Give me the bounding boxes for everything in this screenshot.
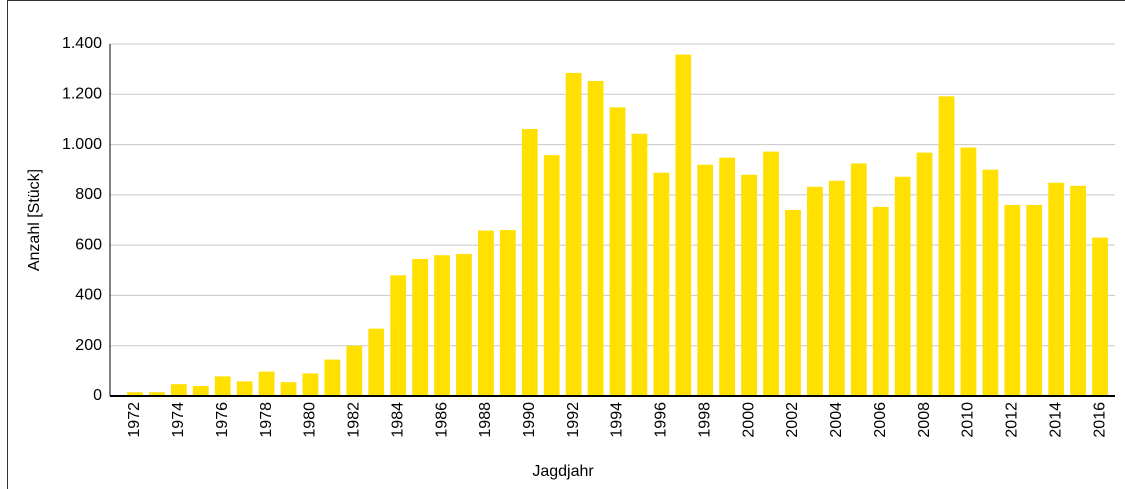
bar (214, 376, 231, 396)
x-tick-label: 1976 (214, 402, 231, 438)
bar (850, 163, 867, 396)
chart-frame (7, 0, 1125, 489)
bar (807, 186, 823, 396)
bar (785, 209, 801, 396)
bar (390, 275, 407, 396)
bar (302, 373, 319, 396)
bar (412, 258, 428, 396)
x-tick-label: 2016 (1091, 402, 1108, 438)
bar (368, 328, 385, 396)
bar (280, 382, 297, 396)
x-tick-label: 2008 (916, 402, 933, 438)
x-tick-label: 2002 (784, 402, 801, 438)
bar (499, 230, 516, 396)
bar (741, 174, 757, 396)
bar (170, 384, 187, 396)
y-tick-label: 800 (75, 186, 102, 203)
bar (192, 385, 209, 396)
bar (1048, 182, 1065, 396)
x-tick-label: 2006 (872, 402, 889, 438)
bar (719, 157, 736, 396)
bar (587, 80, 604, 397)
bar (1092, 237, 1108, 396)
bar (258, 371, 275, 396)
bar (872, 206, 889, 396)
bar (149, 392, 165, 396)
bar (478, 230, 494, 396)
y-tick-label: 1.400 (62, 35, 102, 52)
y-tick-label: 600 (75, 236, 102, 253)
x-axis-title: Jagdjahr (532, 463, 594, 480)
y-tick-label: 200 (75, 337, 102, 354)
bar (675, 54, 692, 397)
bar (609, 107, 626, 397)
x-tick-label: 1988 (477, 402, 494, 438)
x-tick-label: 1992 (565, 402, 582, 438)
x-tick-label: 1998 (696, 402, 713, 438)
bar (894, 176, 911, 396)
bar (982, 169, 999, 396)
bar (697, 164, 714, 396)
y-tick-label: 1.000 (62, 136, 102, 153)
x-tick-label: 1974 (170, 402, 187, 438)
bar (1026, 204, 1043, 396)
x-tick-label: 1978 (258, 402, 275, 438)
x-tick-label: 2012 (1004, 402, 1021, 438)
bar (763, 151, 779, 396)
x-tick-label: 2014 (1047, 402, 1064, 438)
x-tick-label: 1982 (346, 402, 363, 438)
x-tick-label: 2000 (740, 402, 757, 438)
x-tick-label: 1994 (609, 402, 626, 438)
x-tick-label: 2004 (828, 402, 845, 438)
x-tick-label: 1984 (389, 402, 406, 438)
y-tick-label: 0 (93, 387, 102, 404)
x-tick-label: 1996 (653, 402, 670, 438)
bar (916, 152, 933, 396)
x-tick-label: 1986 (433, 402, 450, 438)
y-tick-label: 400 (75, 287, 102, 304)
bar (324, 359, 341, 396)
bar (1070, 185, 1086, 396)
y-tick-label: 1.200 (62, 86, 102, 103)
bar (960, 147, 977, 396)
bar (631, 133, 648, 396)
bar (543, 155, 560, 396)
bar (1004, 204, 1021, 396)
x-tick-label: 1990 (521, 402, 538, 438)
bar (456, 253, 472, 396)
bar (434, 255, 450, 396)
y-axis-title: Anzahl [Stück] (26, 169, 43, 271)
bar (653, 172, 670, 396)
x-tick-label: 1980 (302, 402, 319, 438)
bar (565, 72, 582, 397)
bar (828, 180, 845, 396)
bar (236, 381, 253, 396)
bar (938, 96, 955, 396)
bar (346, 345, 363, 396)
bar (127, 392, 143, 396)
bar (521, 128, 538, 397)
x-tick-label: 1972 (126, 402, 143, 438)
x-tick-label: 2010 (960, 402, 977, 438)
